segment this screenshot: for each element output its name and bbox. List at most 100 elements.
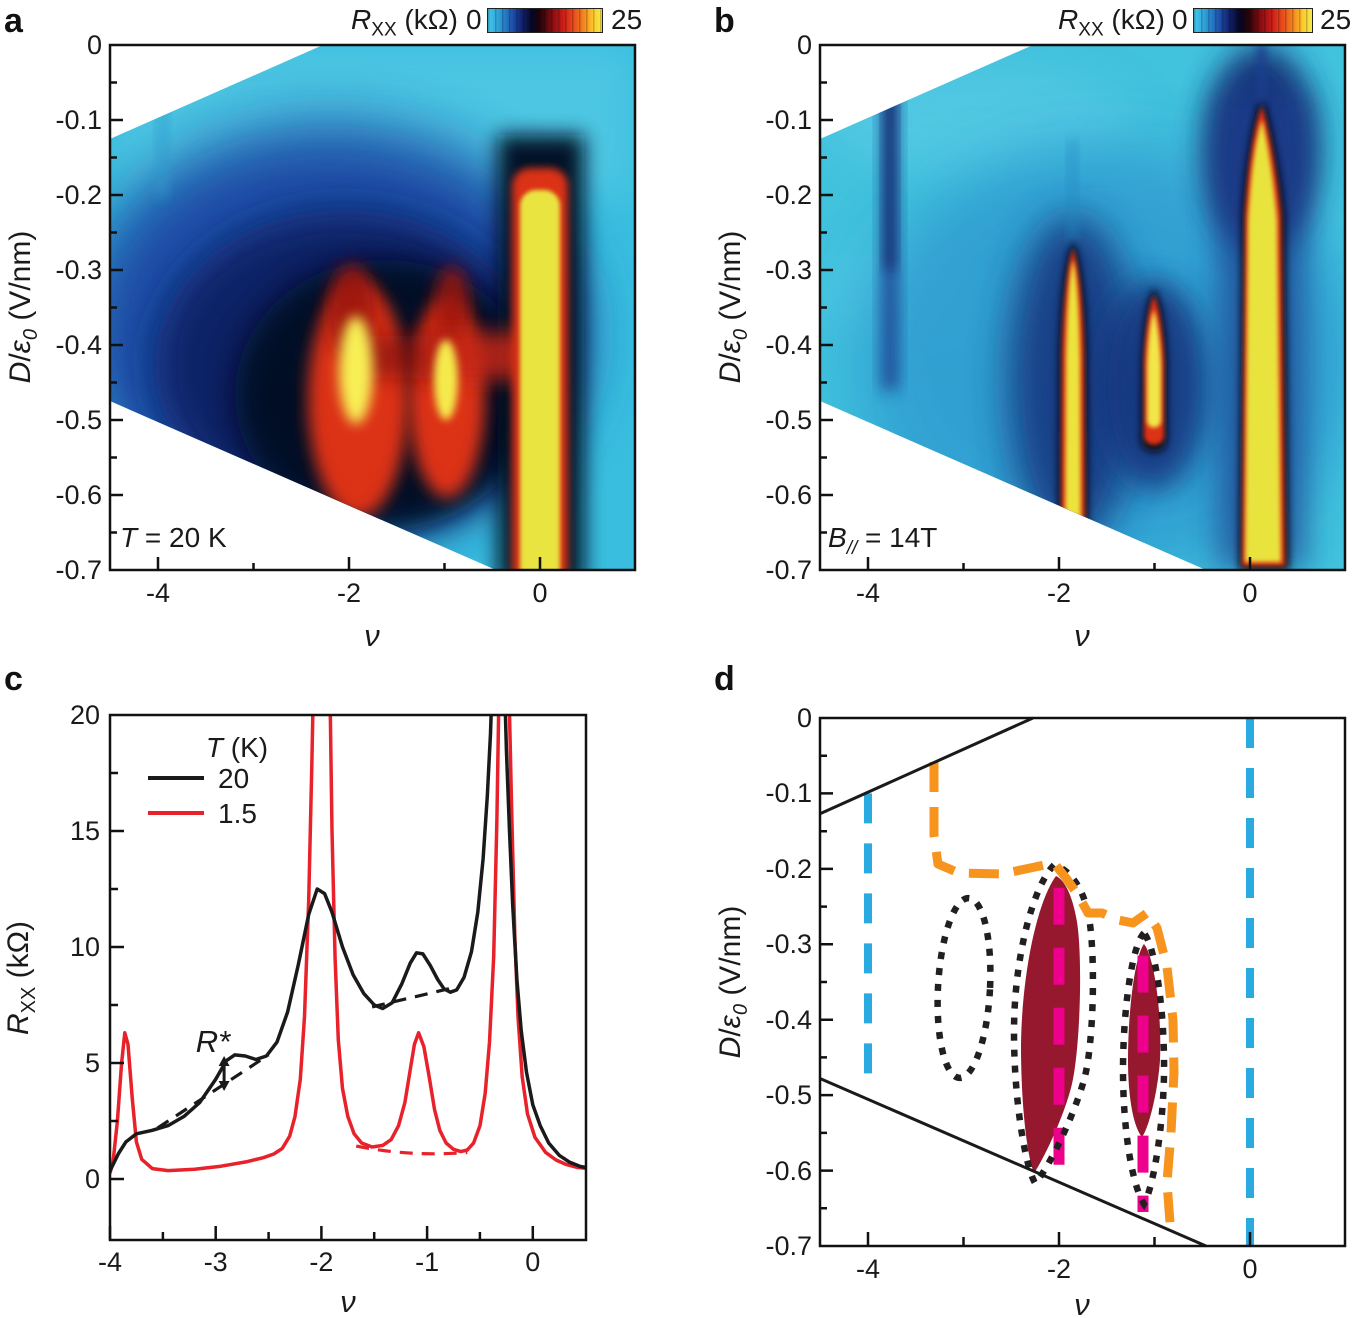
rstar-label: R*: [196, 1024, 231, 1059]
svg-text:15: 15: [70, 816, 100, 846]
svg-text:-3: -3: [204, 1247, 228, 1277]
dotted-contour-nu-1: [1119, 928, 1168, 1211]
colorbar-b-min: 0: [1172, 4, 1188, 35]
svg-text:-2: -2: [309, 1247, 333, 1277]
svg-text:-0.2: -0.2: [765, 180, 812, 210]
curve-1p5K: [110, 715, 586, 1174]
phase-diagram: [819, 716, 1254, 1248]
panel-d: 0 -0.1 -0.2 -0.3 -0.4 -0.5 -0.6 -0.7 -4 …: [714, 703, 1347, 1318]
panel-d-letter: d: [714, 660, 735, 698]
svg-text:-0.7: -0.7: [765, 555, 812, 585]
svg-text:-2: -2: [1047, 578, 1071, 608]
svg-text:0: 0: [797, 703, 812, 733]
svg-text:-4: -4: [856, 1254, 880, 1284]
svg-text:-0.7: -0.7: [55, 555, 102, 585]
panel-b: 0 -0.1 -0.2 -0.3 -0.4 -0.5 -0.6 -0.7 -4 …: [714, 30, 1347, 653]
orange-dashed-boundary: [929, 762, 1179, 1224]
svg-text:-0.4: -0.4: [765, 330, 812, 360]
svg-text:10: 10: [70, 932, 100, 962]
rstar-arrow: [218, 1056, 230, 1091]
colorbar-b: [1193, 8, 1313, 33]
y-minor-ticks: [820, 81, 827, 534]
legend-label-1p5: 1.5: [218, 798, 257, 829]
x-major-ticks: [866, 557, 1252, 570]
svg-text:-1: -1: [415, 1247, 439, 1277]
svg-text:-2: -2: [1047, 1254, 1071, 1284]
heatmap-b: [820, 45, 1345, 570]
svg-text:-4: -4: [146, 578, 170, 608]
panel-a: 0 -0.1 -0.2 -0.3 -0.4 -0.5 -0.6 -0.7 -4 …: [4, 30, 637, 653]
svg-text:-0.5: -0.5: [765, 405, 812, 435]
x-axis-label-c: ν: [340, 1284, 356, 1318]
svg-text:0: 0: [1242, 578, 1257, 608]
curve-20K: [110, 715, 586, 1172]
colorbar-a-min: 0: [466, 4, 482, 35]
x-major-ticks: [866, 1232, 1252, 1246]
axes-b: [818, 43, 1347, 572]
svg-text:-0.6: -0.6: [55, 480, 102, 510]
svg-text:-4: -4: [856, 578, 880, 608]
x-minor-ticks: [252, 563, 446, 570]
y-minor-ticks: [110, 771, 118, 1123]
svg-text:0: 0: [1242, 1254, 1257, 1284]
dashed-baseline-red: [355, 1144, 468, 1156]
colorbar-b-label: RXX (kΩ): [1058, 4, 1165, 41]
heatmap-a: [110, 45, 635, 570]
sample-boundary-lower: [819, 1077, 1207, 1248]
y-major-ticks: [820, 118, 833, 497]
axes-d: [818, 716, 1347, 1248]
legend-label-20: 20: [218, 763, 249, 794]
annotation-temperature: T = 20 K: [120, 522, 227, 553]
maroon-region-nu-2: [1021, 876, 1081, 1173]
x-axis-label-d: ν: [1074, 1287, 1090, 1318]
svg-text:-0.5: -0.5: [765, 1080, 812, 1110]
annotation-field: B// = 14T: [828, 522, 937, 559]
svg-text:-0.1: -0.1: [55, 105, 102, 135]
panel-c: R* T (K) 20 1.5 0 5 10 15 20 -4 -3 -2 -1…: [2, 700, 588, 1318]
y-axis-label-c: RXX (kΩ): [2, 921, 40, 1035]
svg-text:-0.6: -0.6: [765, 480, 812, 510]
colorbar-b-max: 25: [1320, 4, 1352, 35]
x-axis-label-b: ν: [1074, 618, 1090, 653]
svg-text:0: 0: [87, 30, 102, 60]
legend-title: T (K): [206, 732, 268, 763]
tick-labels-b: 0 -0.1 -0.2 -0.3 -0.4 -0.5 -0.6 -0.7 -4 …: [765, 30, 1257, 608]
panel-c-letter: c: [4, 660, 23, 698]
svg-text:-0.3: -0.3: [55, 255, 102, 285]
svg-text:0: 0: [85, 1164, 100, 1194]
y-axis-label-b: D/ε0 (V/nm): [714, 231, 752, 384]
x-major-ticks: [108, 1226, 535, 1240]
svg-text:-0.1: -0.1: [765, 105, 812, 135]
tick-labels-c: 0 5 10 15 20 -4 -3 -2 -1 0: [70, 700, 540, 1277]
y-major-ticks: [110, 118, 123, 497]
tick-labels-d: 0 -0.1 -0.2 -0.3 -0.4 -0.5 -0.6 -0.7 -4 …: [765, 703, 1257, 1284]
svg-text:-0.3: -0.3: [765, 255, 812, 285]
x-major-ticks: [156, 557, 542, 570]
sample-boundary-upper: [819, 716, 1034, 816]
svg-text:5: 5: [85, 1048, 100, 1078]
axes-c: [108, 713, 588, 1242]
svg-text:20: 20: [70, 700, 100, 730]
y-minor-ticks: [110, 81, 117, 534]
svg-text:-0.2: -0.2: [55, 180, 102, 210]
svg-text:-0.6: -0.6: [765, 1156, 812, 1186]
dotted-contour-empty: [934, 894, 994, 1082]
colorbar-a-max: 25: [611, 4, 643, 35]
svg-text:-0.1: -0.1: [765, 778, 812, 808]
svg-text:-2: -2: [337, 578, 361, 608]
panel-a-letter: a: [4, 2, 23, 40]
colorbar-a: [487, 8, 603, 33]
x-minor-ticks: [962, 1237, 1156, 1246]
y-minor-ticks: [820, 754, 827, 1210]
svg-text:-0.7: -0.7: [765, 1231, 812, 1261]
svg-text:0: 0: [525, 1247, 540, 1277]
tick-labels-a: 0 -0.1 -0.2 -0.3 -0.4 -0.5 -0.6 -0.7 -4 …: [55, 30, 547, 608]
axes-a: [108, 43, 637, 572]
svg-text:-0.2: -0.2: [765, 854, 812, 884]
legend-c: T (K) 20 1.5: [148, 732, 268, 829]
dashed-baseline-1: [156, 1053, 270, 1130]
svg-text:-0.4: -0.4: [55, 330, 102, 360]
dashed-baseline-2: [371, 984, 460, 1009]
x-minor-ticks: [962, 563, 1156, 570]
